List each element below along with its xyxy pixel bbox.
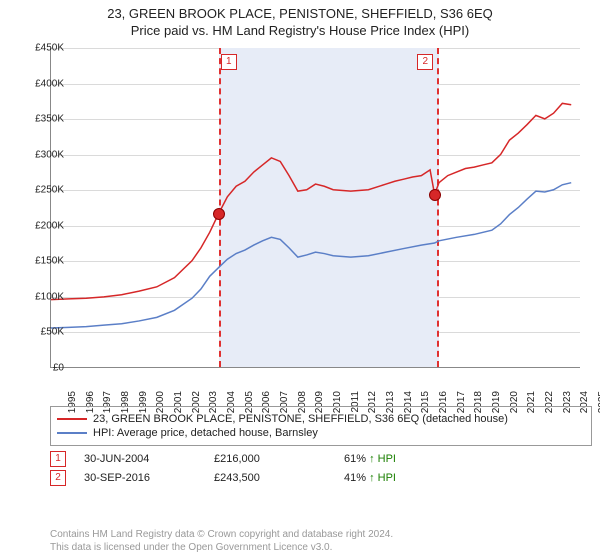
sale-badge: 2 [417, 54, 433, 70]
x-tick-label: 2014 [397, 385, 408, 407]
y-tick-label: £450K [35, 43, 64, 54]
series-svg [51, 48, 580, 367]
x-tick-label: 2013 [379, 385, 390, 407]
y-tick-label: £300K [35, 149, 64, 160]
sale-row: 2 30-SEP-2016£243,50041% ↑ HPI [50, 470, 578, 486]
legend: 23, GREEN BROOK PLACE, PENISTONE, SHEFFI… [50, 406, 592, 446]
sale-date: 30-SEP-2016 [84, 472, 214, 484]
page-title: 23, GREEN BROOK PLACE, PENISTONE, SHEFFI… [0, 6, 600, 21]
y-tick-label: £200K [35, 220, 64, 231]
sale-row-badge: 1 [50, 451, 66, 467]
legend-label-hpi: HPI: Average price, detached house, Barn… [93, 427, 318, 439]
x-tick-label: 2022 [538, 385, 549, 407]
series-line-property [51, 103, 571, 299]
x-tick-label: 2000 [149, 385, 160, 407]
x-tick-label: 1997 [96, 385, 107, 407]
x-tick-label: 2011 [343, 385, 354, 407]
x-tick-label: 2018 [467, 385, 478, 407]
sale-hpi: 41% ↑ HPI [344, 472, 396, 484]
x-tick-label: 2002 [185, 385, 196, 407]
x-tick-label: 2017 [450, 385, 461, 407]
x-tick-label: 2016 [432, 385, 443, 407]
sale-row-badge: 2 [50, 470, 66, 486]
x-tick-label: 1999 [132, 385, 143, 407]
sale-row: 1 30-JUN-2004£216,00061% ↑ HPI [50, 451, 578, 467]
x-tick-label: 2025 [591, 385, 600, 407]
sale-price: £243,500 [214, 472, 344, 484]
x-tick-label: 2010 [326, 385, 337, 407]
x-tick-label: 2008 [291, 385, 302, 407]
x-tick-label: 2003 [202, 385, 213, 407]
legend-swatch-property [57, 418, 87, 420]
price-chart: 12 1995199619971998199920002001200220032… [50, 48, 580, 396]
x-tick-label: 2019 [485, 385, 496, 407]
x-tick-label: 2001 [167, 385, 178, 407]
x-tick-label: 2023 [556, 385, 567, 407]
sale-date: 30-JUN-2004 [84, 453, 214, 465]
y-tick-label: £100K [35, 291, 64, 302]
footer-line-1: Contains HM Land Registry data © Crown c… [50, 528, 580, 541]
x-tick-label: 2004 [220, 385, 231, 407]
x-tick-label: 2020 [503, 385, 514, 407]
page-subtitle: Price paid vs. HM Land Registry's House … [0, 23, 600, 38]
legend-item-property: 23, GREEN BROOK PLACE, PENISTONE, SHEFFI… [57, 413, 585, 425]
footer-line-2: This data is licensed under the Open Gov… [50, 541, 580, 554]
y-tick-label: £400K [35, 78, 64, 89]
sales-table: 1 30-JUN-2004£216,00061% ↑ HPI 2 30-SEP-201… [50, 448, 578, 489]
x-tick-label: 1998 [114, 385, 125, 407]
x-tick-label: 2006 [255, 385, 266, 407]
x-tick-label: 2005 [238, 385, 249, 407]
y-tick-label: £0 [53, 363, 64, 374]
legend-label-property: 23, GREEN BROOK PLACE, PENISTONE, SHEFFI… [93, 413, 508, 425]
sale-badge: 1 [221, 54, 237, 70]
y-tick-label: £350K [35, 114, 64, 125]
x-tick-label: 2007 [273, 385, 284, 407]
sale-marker [213, 208, 225, 220]
x-tick-label: 2024 [573, 385, 584, 407]
footer-attribution: Contains HM Land Registry data © Crown c… [50, 528, 580, 554]
legend-item-hpi: HPI: Average price, detached house, Barn… [57, 427, 585, 439]
x-tick-label: 1996 [79, 385, 90, 407]
sale-hpi: 61% ↑ HPI [344, 453, 396, 465]
x-tick-label: 2009 [308, 385, 319, 407]
series-line-hpi [51, 183, 571, 328]
y-tick-label: £50K [41, 327, 64, 338]
y-tick-label: £250K [35, 185, 64, 196]
x-tick-label: 1995 [61, 385, 72, 407]
x-tick-label: 2012 [361, 385, 372, 407]
x-tick-label: 2015 [414, 385, 425, 407]
x-tick-label: 2021 [520, 385, 531, 407]
sale-marker [429, 189, 441, 201]
y-tick-label: £150K [35, 256, 64, 267]
legend-swatch-hpi [57, 432, 87, 434]
sale-price: £216,000 [214, 453, 344, 465]
